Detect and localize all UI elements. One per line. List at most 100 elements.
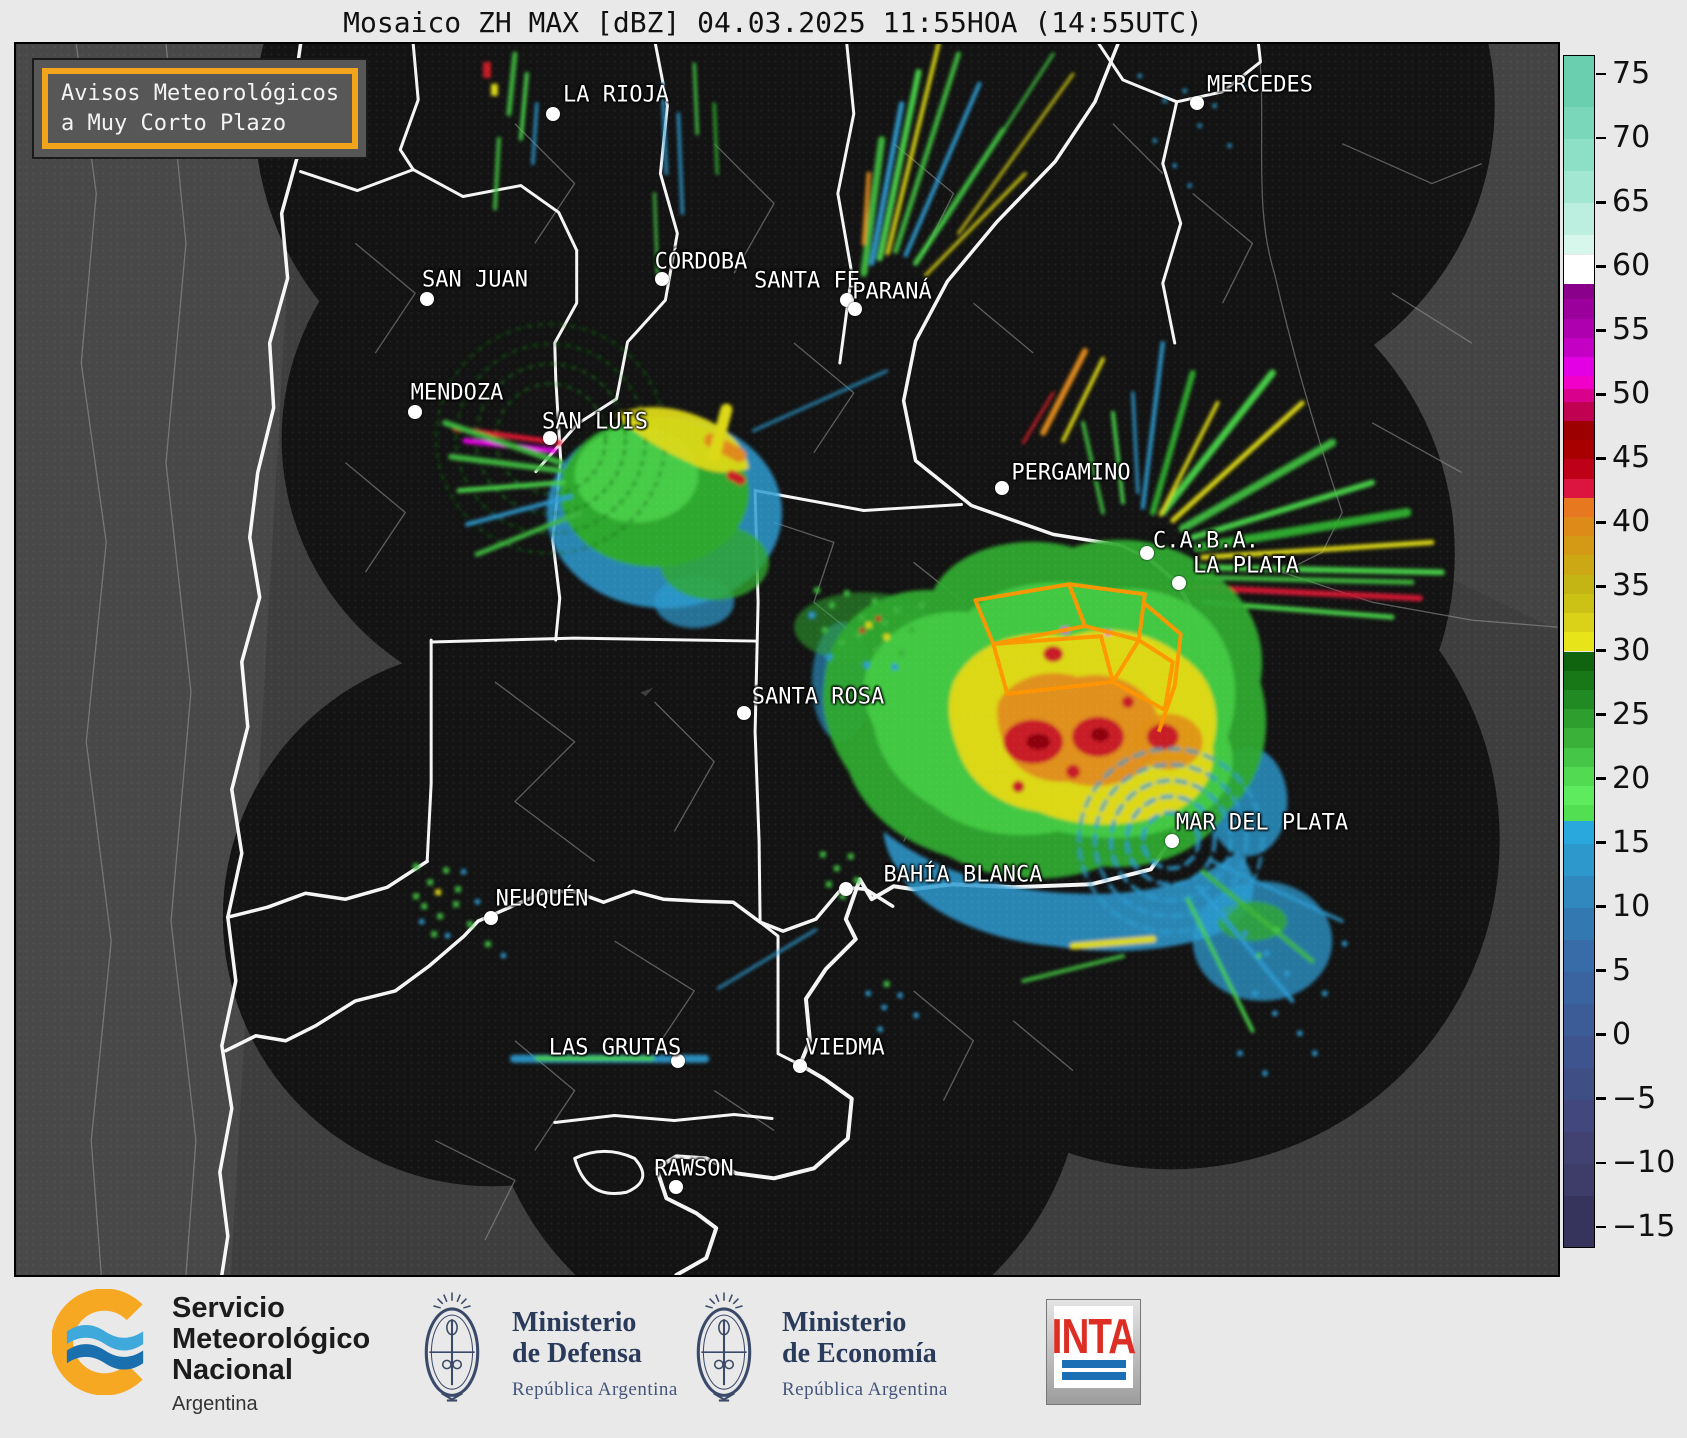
colorbar-segment — [1564, 376, 1594, 389]
city-dot — [737, 706, 751, 720]
colorbar-segment — [1564, 203, 1594, 236]
colorbar-tick — [1596, 969, 1606, 972]
city-label: BAHÍA BLANCA — [883, 862, 1043, 888]
colorbar-segment — [1564, 235, 1594, 255]
colorbar-tick — [1596, 713, 1606, 716]
colorbar-segment — [1564, 805, 1594, 821]
colorbar-segment — [1564, 1003, 1594, 1036]
colorbar-tick-label: −5 — [1612, 1080, 1657, 1116]
city-dot — [420, 292, 434, 306]
city-dot — [1190, 96, 1204, 110]
colorbar-segment — [1564, 171, 1594, 204]
colorbar-tick — [1596, 201, 1606, 204]
colorbar-tick — [1596, 905, 1606, 908]
smn-name-line: Meteorológico — [172, 1323, 371, 1355]
colorbar-segment — [1564, 254, 1594, 284]
colorbar-tick-label: 65 — [1612, 184, 1651, 220]
colorbar-segment — [1564, 728, 1594, 748]
colorbar-segment — [1564, 747, 1594, 767]
colorbar-segment — [1564, 420, 1594, 441]
colorbar-tick-label: 40 — [1612, 504, 1651, 540]
ministry-title-line: Ministerio — [512, 1307, 637, 1338]
colorbar-segment — [1564, 1131, 1594, 1164]
colorbar-segment — [1564, 785, 1594, 806]
city-label: VIEDMA — [805, 1035, 885, 1061]
colorbar-tick-label: 15 — [1612, 824, 1651, 860]
ministry-defensa: Ministerio de Defensa República Argentin… — [512, 1307, 678, 1405]
city-dot — [1140, 546, 1154, 560]
colorbar-segment — [1564, 388, 1594, 402]
colorbar-segment — [1564, 1195, 1594, 1247]
colorbar-tick — [1596, 649, 1606, 652]
city-label: PERGAMINO — [1011, 460, 1131, 486]
colorbar-segment — [1564, 766, 1594, 786]
city-dot — [1165, 834, 1179, 848]
colorbar-tick — [1596, 841, 1606, 844]
ministry-title-line: Ministerio — [782, 1307, 907, 1338]
inta-wordmark: INTA — [1051, 1308, 1137, 1364]
radar-map-graphic — [16, 44, 1558, 1275]
colorbar-tick-label: 50 — [1612, 376, 1651, 412]
colorbar-segment — [1564, 139, 1594, 172]
coat-of-arms-icon — [424, 1292, 480, 1402]
colorbar-segment — [1564, 939, 1594, 972]
colorbar-tick-label: 45 — [1612, 440, 1651, 476]
colorbar-segment — [1564, 440, 1594, 460]
ministry-subtitle: República Argentina — [782, 1379, 948, 1400]
city-label: SAN LUIS — [542, 409, 648, 435]
colorbar-tick — [1596, 1033, 1606, 1036]
smn-country: Argentina — [172, 1393, 258, 1415]
colorbar-segment — [1564, 613, 1594, 633]
colorbar-segment — [1564, 478, 1594, 498]
colorbar-segment — [1564, 299, 1594, 319]
ministry-title-line: de Economía — [782, 1338, 937, 1369]
colorbar-tick — [1596, 393, 1606, 396]
city-dot — [995, 481, 1009, 495]
city-dot — [484, 911, 498, 925]
city-label: LA PLATA — [1193, 553, 1299, 579]
city-dot — [669, 1180, 683, 1194]
inta-bar — [1061, 1372, 1126, 1380]
colorbar-tick-label: 20 — [1612, 760, 1651, 796]
colorbar-tick — [1596, 72, 1606, 76]
city-label: MERCEDES — [1207, 72, 1313, 98]
city-label: NEUQUÉN — [495, 886, 589, 912]
colorbar-tick-label: 0 — [1612, 1016, 1632, 1052]
city-label: SANTA ROSA — [751, 684, 885, 710]
colorbar-segment — [1564, 875, 1594, 908]
colorbar-segment — [1564, 401, 1594, 421]
colorbar-tick — [1596, 1097, 1606, 1100]
product-title: Mosaico ZH MAX [dBZ] 04.03.2025 11:55HOA… — [343, 6, 1203, 39]
city-dot — [546, 107, 560, 121]
colorbar-segment — [1564, 536, 1594, 556]
city-label: SAN JUAN — [422, 267, 528, 293]
colorbar-tick-label: −10 — [1612, 1144, 1676, 1180]
city-label: MENDOZA — [410, 380, 504, 406]
ministry-subtitle: República Argentina — [512, 1379, 678, 1400]
city-label: C.A.B.A. — [1153, 528, 1259, 554]
colorbar-tick-label: 30 — [1612, 632, 1651, 668]
colorbar-segment — [1564, 971, 1594, 1004]
city-label: MAR DEL PLATA — [1175, 810, 1349, 836]
inta-logo: INTA — [1046, 1299, 1141, 1405]
colorbar-tick-label: 60 — [1612, 248, 1651, 284]
colorbar-segment — [1564, 356, 1594, 377]
coat-of-arms-icon — [696, 1292, 752, 1402]
colorbar-segment — [1564, 670, 1594, 690]
colorbar-tick-label: 5 — [1612, 952, 1632, 988]
colorbar-tick — [1596, 457, 1606, 460]
colorbar-segment — [1564, 337, 1594, 357]
colorbar-segment — [1564, 318, 1594, 338]
city-dot — [671, 1054, 685, 1068]
colorbar-segment — [1564, 107, 1594, 140]
colorbar-segment — [1564, 1067, 1594, 1100]
colorbar — [1563, 55, 1595, 1248]
city-label: LAS GRUTAS — [548, 1035, 682, 1061]
city-dot — [408, 405, 422, 419]
inta-bar — [1061, 1360, 1126, 1368]
colorbar-segment — [1564, 574, 1594, 594]
city-label: PARANÁ — [852, 279, 932, 305]
smn-name-line: Nacional — [172, 1354, 293, 1386]
warning-polygons — [973, 582, 1183, 733]
